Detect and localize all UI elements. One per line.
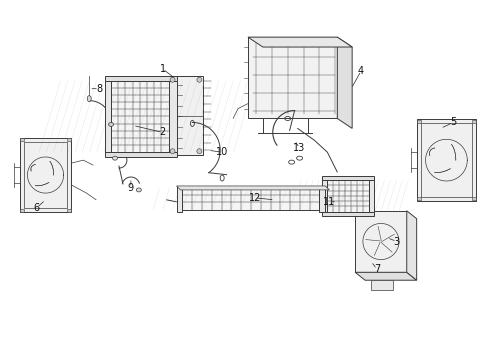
Bar: [105, 81, 111, 152]
Bar: [20, 138, 72, 212]
Text: 12: 12: [249, 193, 261, 203]
Text: 4: 4: [358, 66, 364, 76]
Text: 7: 7: [374, 264, 380, 274]
Polygon shape: [355, 272, 416, 280]
Text: 5: 5: [450, 117, 457, 127]
Text: 3: 3: [394, 237, 400, 247]
Circle shape: [170, 77, 175, 82]
Bar: [176, 186, 182, 212]
Text: 2: 2: [160, 127, 166, 138]
Bar: [322, 176, 374, 180]
Bar: [319, 186, 325, 212]
Text: 13: 13: [294, 143, 306, 153]
Ellipse shape: [136, 188, 141, 192]
Text: 1: 1: [160, 64, 166, 74]
Polygon shape: [337, 37, 352, 129]
Bar: [169, 76, 203, 155]
Text: 11: 11: [323, 197, 336, 207]
Polygon shape: [248, 37, 352, 47]
Bar: [371, 280, 393, 290]
Bar: [355, 211, 407, 272]
Bar: [182, 188, 319, 210]
Text: 10: 10: [216, 147, 228, 157]
Polygon shape: [176, 186, 329, 190]
Bar: [20, 209, 24, 212]
Bar: [420, 123, 472, 197]
Circle shape: [170, 149, 175, 154]
Bar: [369, 180, 374, 212]
Bar: [416, 120, 476, 201]
Bar: [322, 212, 374, 216]
Bar: [24, 142, 68, 208]
Bar: [322, 180, 327, 212]
Text: 6: 6: [33, 203, 40, 213]
Bar: [68, 138, 72, 141]
Bar: [105, 152, 176, 157]
Polygon shape: [407, 211, 416, 280]
Bar: [327, 180, 369, 212]
Bar: [105, 76, 176, 81]
Text: 8: 8: [96, 84, 102, 94]
Ellipse shape: [109, 122, 114, 126]
Bar: [416, 197, 420, 201]
Circle shape: [197, 77, 202, 82]
Bar: [472, 120, 476, 123]
Ellipse shape: [113, 156, 118, 160]
Bar: [416, 120, 420, 123]
Ellipse shape: [87, 96, 91, 102]
Circle shape: [197, 149, 202, 154]
Bar: [248, 37, 337, 118]
Bar: [111, 81, 169, 152]
Bar: [68, 209, 72, 212]
Bar: [472, 197, 476, 201]
Text: 9: 9: [128, 183, 134, 193]
Bar: [20, 138, 24, 141]
Bar: [169, 81, 176, 152]
